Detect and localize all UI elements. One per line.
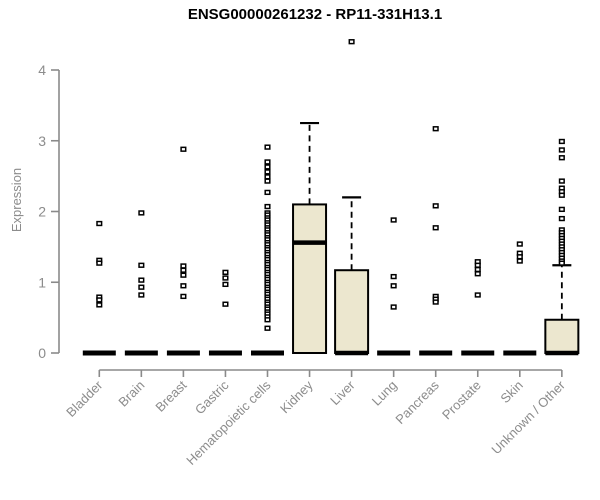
outlier-point — [558, 138, 565, 145]
outlier-point — [180, 272, 187, 278]
median-bar — [166, 350, 200, 356]
boxplot-bladder — [82, 220, 116, 356]
y-tick-label: 0 — [38, 345, 46, 361]
x-category-label-skin: Skin — [497, 378, 525, 406]
x-category-label-prostate: Prostate — [439, 378, 484, 423]
outlier-point — [222, 275, 229, 281]
outlier-point — [264, 325, 271, 331]
outlier-point — [558, 155, 565, 161]
outlier-point — [180, 267, 187, 273]
outlier-point — [264, 164, 271, 170]
median-bar — [82, 350, 116, 356]
outlier-point — [264, 178, 271, 184]
boxplot-kidney — [292, 121, 328, 354]
chart-title: ENSG00000261232 - RP11-331H13.1 — [187, 6, 443, 23]
outlier-point — [264, 159, 271, 165]
median-bar — [251, 350, 284, 356]
outlier-point — [474, 292, 481, 298]
outlier-point — [558, 260, 565, 266]
outlier-point — [264, 144, 271, 150]
outlier-point — [474, 271, 481, 277]
outlier-point — [558, 215, 565, 222]
boxplot-brain — [124, 210, 158, 356]
outlier-point — [96, 302, 103, 308]
median-bar — [503, 350, 537, 356]
boxplot-lung — [377, 217, 411, 356]
outlier-point — [96, 260, 103, 266]
outlier-point — [180, 293, 187, 300]
outlier-point — [390, 304, 397, 310]
outlier-point — [138, 210, 145, 216]
outlier-point — [180, 283, 187, 289]
median-bar — [419, 350, 453, 356]
outlier-point — [558, 147, 565, 153]
outlier-point — [138, 277, 145, 283]
outlier-point — [516, 258, 523, 264]
outlier-point — [264, 169, 271, 175]
outlier-point — [432, 225, 439, 231]
iqr-box — [544, 318, 580, 354]
outlier-point — [96, 297, 103, 303]
x-category-label-pancreas: Pancreas — [392, 377, 442, 427]
boxplot-unknown-other — [544, 138, 580, 356]
x-category-label-lung: Lung — [369, 378, 400, 409]
boxplot-gastric — [208, 269, 242, 356]
median-bar — [461, 350, 495, 356]
outlier-point — [516, 254, 523, 260]
outlier-point — [264, 317, 271, 323]
boxplot-liver — [334, 39, 370, 356]
median-bar — [124, 350, 158, 356]
outlier-point — [474, 262, 481, 268]
boxplot-hematopoietic-cells — [251, 144, 284, 356]
outlier-point — [138, 284, 145, 290]
boxplot-pancreas — [419, 126, 453, 356]
outlier-point — [222, 281, 229, 288]
outlier-point — [432, 203, 439, 209]
outlier-point — [264, 189, 271, 196]
outlier-point — [138, 292, 145, 298]
outlier-point — [390, 217, 397, 223]
outlier-point — [558, 206, 565, 213]
outlier-point — [264, 203, 271, 210]
median-bar — [208, 350, 242, 356]
x-category-label-bladder: Bladder — [63, 377, 106, 420]
x-category-label-kidney: Kidney — [277, 377, 316, 416]
outlier-point — [222, 301, 229, 307]
outlier-point — [474, 266, 481, 273]
x-category-label-gastric: Gastric — [192, 377, 232, 417]
outlier-point — [390, 283, 397, 289]
outlier-point — [180, 146, 187, 152]
outlier-point — [138, 262, 145, 268]
y-tick-label: 2 — [38, 204, 46, 220]
boxplot-prostate — [461, 259, 495, 356]
y-tick-label: 4 — [38, 62, 46, 78]
iqr-box — [334, 269, 370, 354]
outlier-point — [432, 126, 439, 132]
x-category-label-unknown-other: Unknown / Other — [488, 377, 568, 457]
outlier-point — [348, 39, 355, 45]
outlier-point — [96, 220, 103, 227]
outlier-point — [264, 174, 271, 180]
outlier-point — [558, 178, 565, 184]
x-category-label-breast: Breast — [152, 377, 189, 414]
y-tick-label: 3 — [38, 133, 46, 149]
outlier-point — [180, 263, 187, 269]
y-axis: 0 1 2 3 4 — [38, 62, 60, 361]
y-tick-label: 1 — [38, 274, 46, 290]
median-bar — [377, 350, 411, 356]
outlier-point — [390, 273, 397, 280]
outlier-point — [558, 192, 565, 198]
outlier-point — [516, 241, 523, 247]
outlier-point — [222, 269, 229, 275]
boxplot-breast — [166, 146, 200, 356]
boxplot-skin — [503, 241, 537, 356]
iqr-box — [292, 203, 328, 354]
outlier-point — [432, 299, 439, 305]
x-category-label-liver: Liver — [327, 377, 358, 408]
x-category-label-brain: Brain — [115, 378, 147, 410]
